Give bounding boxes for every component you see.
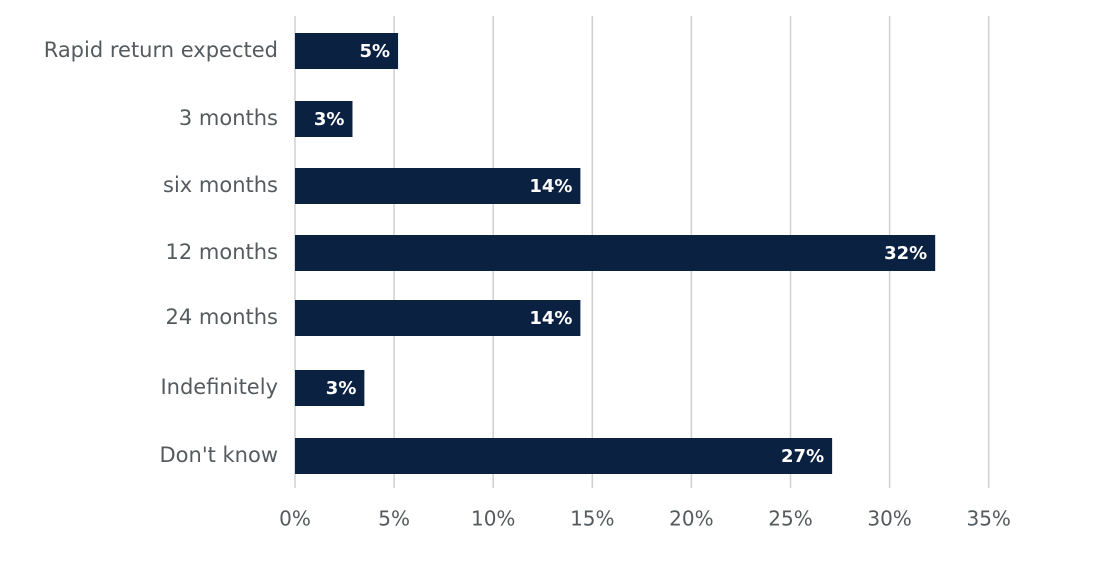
x-tick-label: 20% (669, 507, 713, 531)
data-label: 3% (326, 378, 357, 399)
category-label: 24 months (166, 305, 279, 329)
bar (295, 168, 581, 204)
x-axis-tick-labels: 0% 5% 10% 15% 20% 25% 30% 35% (279, 507, 1011, 531)
bar (295, 235, 936, 271)
data-label: 27% (781, 446, 824, 467)
category-label: six months (163, 173, 278, 197)
category-label: Indefinitely (160, 375, 278, 399)
bar (295, 33, 399, 69)
category-label: 12 months (166, 240, 279, 264)
bar (295, 438, 833, 474)
x-tick-label: 30% (867, 507, 911, 531)
bar (295, 300, 581, 336)
bars: 5% 3% 14% 32% 14% 3% 27% (295, 33, 936, 474)
category-label: Rapid return expected (44, 38, 278, 62)
bar (295, 370, 365, 406)
category-label: 3 months (179, 106, 278, 130)
data-label: 32% (884, 243, 927, 264)
x-tick-label: 0% (279, 507, 311, 531)
data-label: 14% (529, 176, 572, 197)
x-tick-label: 35% (966, 507, 1010, 531)
x-tick-label: 10% (471, 507, 515, 531)
data-label: 14% (529, 308, 572, 329)
x-tick-label: 25% (768, 507, 812, 531)
data-label: 5% (360, 41, 391, 62)
data-label: 3% (314, 109, 345, 130)
bar (295, 101, 353, 137)
category-labels: Rapid return expected 3 months six months 1… (44, 38, 278, 467)
x-tick-label: 5% (378, 507, 410, 531)
x-tick-label: 15% (570, 507, 614, 531)
category-label: Don't know (159, 443, 278, 467)
